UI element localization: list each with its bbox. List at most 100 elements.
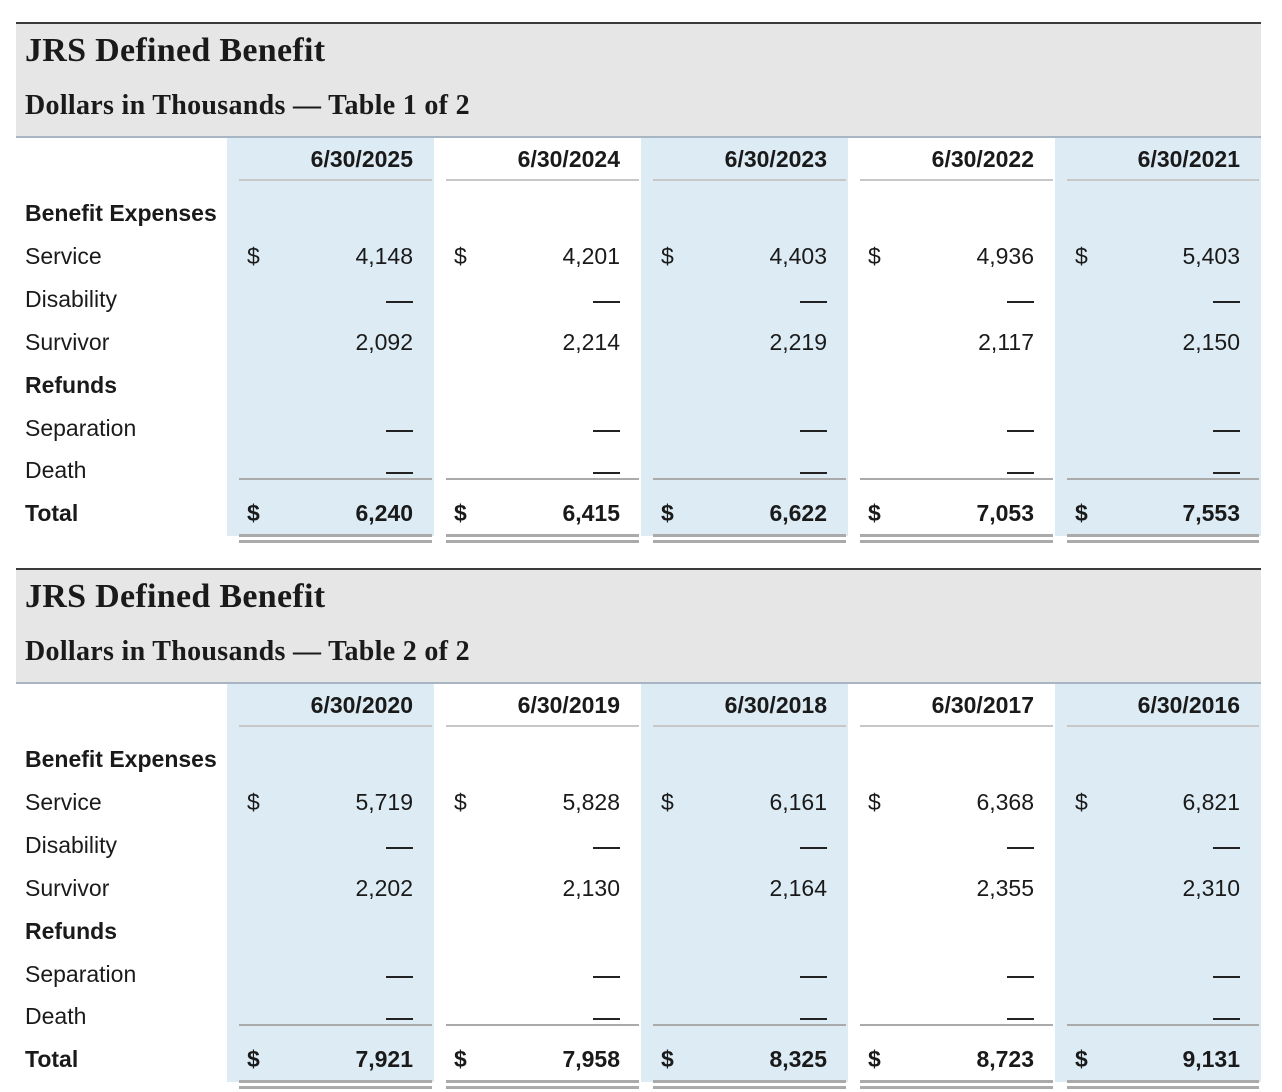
cell-value: 2,310: [1182, 875, 1240, 901]
currency-symbol: $: [661, 500, 674, 526]
cell-value: 4,403: [769, 243, 827, 269]
cell-value: 7,553: [1182, 500, 1240, 526]
table-header: JRS Defined Benefit Dollars in Thousands …: [16, 568, 1261, 682]
column-header: 6/30/2020: [310, 692, 413, 718]
cell-value: 2,130: [562, 875, 620, 901]
column-header-rule: [239, 725, 432, 727]
double-underline-bottom: [239, 540, 432, 543]
em-dash-value: [1213, 847, 1240, 849]
cell-value: 6,161: [769, 789, 827, 815]
column-header-rule: [860, 179, 1053, 181]
cell-value: 4,201: [562, 243, 620, 269]
row-label: Disability: [25, 832, 118, 858]
cell-value: 2,150: [1182, 329, 1240, 355]
column-header-rule: [446, 179, 639, 181]
row-label: Service: [25, 789, 102, 815]
column-shade: [1055, 138, 1261, 536]
currency-symbol: $: [247, 500, 260, 526]
currency-symbol: $: [868, 500, 881, 526]
em-dash-value: [800, 472, 827, 474]
em-dash-value: [1213, 301, 1240, 303]
double-underline-top: [1067, 1080, 1259, 1083]
cell-value: 2,219: [769, 329, 827, 355]
total-top-rule: [1067, 478, 1259, 480]
em-dash-value: [593, 1018, 620, 1020]
row-label: Benefit Expenses: [25, 200, 217, 226]
cell-value: 7,958: [562, 1046, 620, 1072]
currency-symbol: $: [868, 789, 881, 815]
double-underline-bottom: [1067, 1086, 1259, 1089]
column-header-rule: [653, 725, 846, 727]
double-underline-bottom: [860, 1086, 1053, 1089]
total-top-rule: [860, 478, 1053, 480]
em-dash-value: [1007, 301, 1034, 303]
cell-value: 6,368: [976, 789, 1034, 815]
column-header: 6/30/2021: [1137, 146, 1240, 172]
column-shade: [641, 138, 848, 536]
column-header-rule: [653, 179, 846, 181]
em-dash-value: [1007, 472, 1034, 474]
total-top-rule: [446, 1024, 639, 1026]
row-label: Total: [25, 1046, 79, 1072]
total-top-rule: [1067, 1024, 1259, 1026]
cell-value: 6,240: [355, 500, 413, 526]
column-header: 6/30/2024: [517, 146, 620, 172]
table-2: JRS Defined Benefit Dollars in Thousands …: [16, 568, 1261, 1089]
cell-value: 8,325: [769, 1046, 827, 1072]
cell-value: 2,214: [562, 329, 620, 355]
column-header-rule: [1067, 725, 1259, 727]
cell-value: 5,828: [562, 789, 620, 815]
column-header-rule: [239, 179, 432, 181]
double-underline-bottom: [860, 540, 1053, 543]
em-dash-value: [800, 976, 827, 978]
column-shade: [227, 684, 434, 1082]
double-underline-top: [446, 534, 639, 537]
cell-value: 2,202: [355, 875, 413, 901]
column-shade: [227, 138, 434, 536]
currency-symbol: $: [1075, 1046, 1088, 1072]
column-header: 6/30/2017: [931, 692, 1034, 718]
total-top-rule: [860, 1024, 1053, 1026]
table-body: 6/30/2020 6/30/2019 6/30/2018 6/30/2017 6/30…: [16, 682, 1261, 1089]
double-underline-bottom: [239, 1086, 432, 1089]
em-dash-value: [1007, 847, 1034, 849]
column-header-rule: [860, 725, 1053, 727]
em-dash-value: [1213, 976, 1240, 978]
double-underline-top: [1067, 534, 1259, 537]
total-top-rule: [446, 478, 639, 480]
em-dash-value: [386, 430, 413, 432]
double-underline-bottom: [653, 540, 846, 543]
currency-symbol: $: [661, 1046, 674, 1072]
em-dash-value: [593, 976, 620, 978]
cell-value: 6,821: [1182, 789, 1240, 815]
column-shade: [1055, 684, 1261, 1082]
em-dash-value: [1213, 430, 1240, 432]
row-label: Separation: [25, 961, 137, 987]
table-subtitle: Dollars in Thousands — Table 1 of 2: [25, 90, 470, 121]
double-underline-bottom: [446, 540, 639, 543]
cell-value: 5,719: [355, 789, 413, 815]
cell-value: 8,723: [976, 1046, 1034, 1072]
cell-value: 4,148: [355, 243, 413, 269]
table-title: JRS Defined Benefit: [25, 578, 326, 615]
row-label: Death: [25, 1003, 87, 1029]
currency-symbol: $: [247, 1046, 260, 1072]
cell-value: 2,092: [355, 329, 413, 355]
table-body: 6/30/2025 6/30/2024 6/30/2023 6/30/2022 6/30…: [16, 136, 1261, 543]
currency-symbol: $: [1075, 500, 1088, 526]
currency-symbol: $: [661, 789, 674, 815]
column-header: 6/30/2022: [931, 146, 1034, 172]
table-title: JRS Defined Benefit: [25, 32, 326, 69]
em-dash-value: [800, 847, 827, 849]
cell-value: 2,117: [978, 329, 1034, 355]
em-dash-value: [593, 472, 620, 474]
currency-symbol: $: [868, 1046, 881, 1072]
double-underline-bottom: [1067, 540, 1259, 543]
currency-symbol: $: [454, 243, 467, 269]
cell-value: 7,921: [355, 1046, 413, 1072]
em-dash-value: [1213, 472, 1240, 474]
double-underline-top: [653, 534, 846, 537]
cell-value: 2,164: [769, 875, 827, 901]
currency-symbol: $: [1075, 789, 1088, 815]
em-dash-value: [593, 847, 620, 849]
